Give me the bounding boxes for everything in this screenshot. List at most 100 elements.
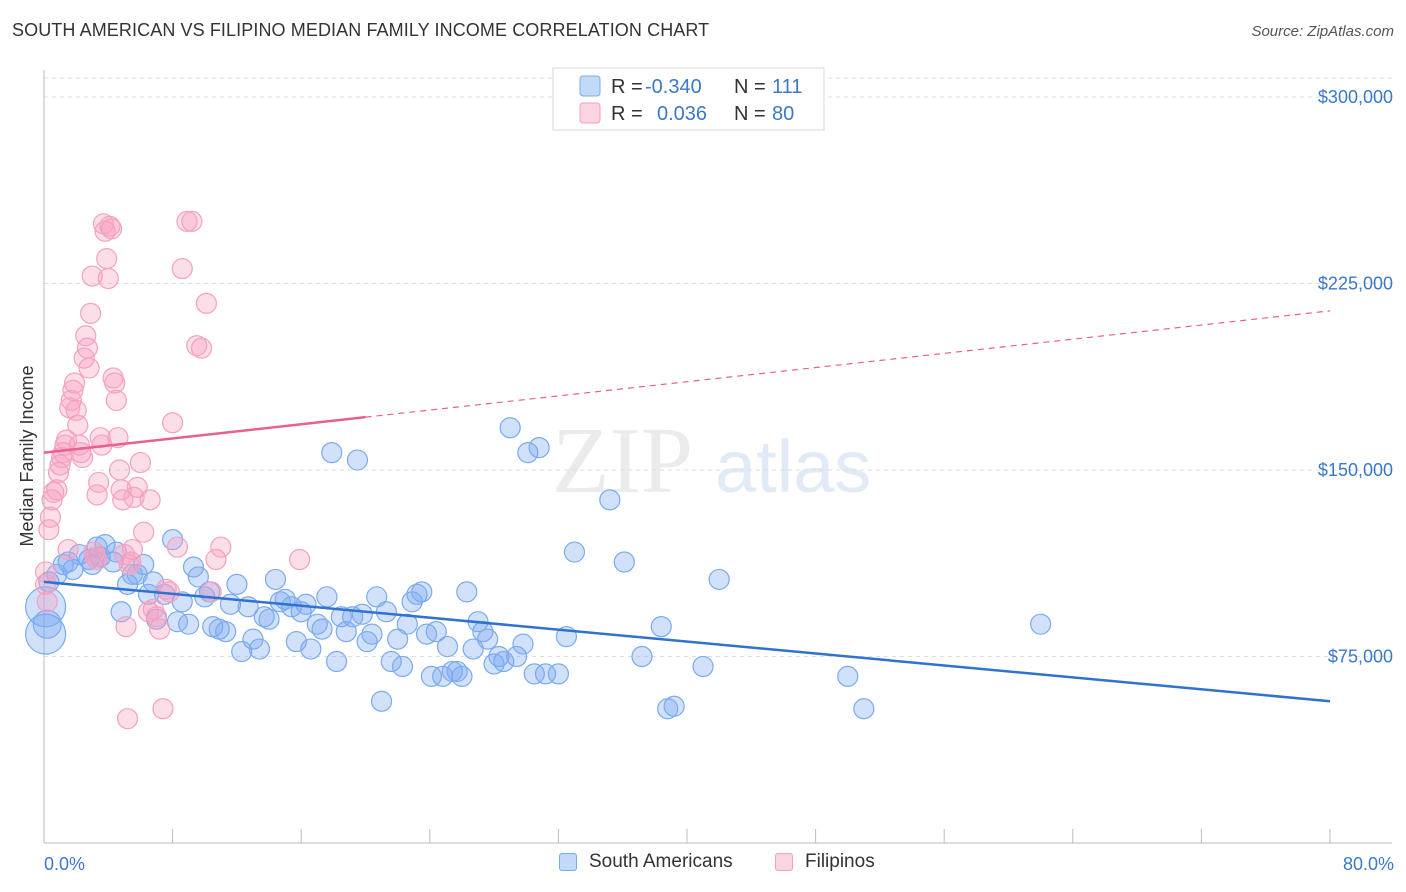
filipino-point — [76, 337, 99, 359]
legend-label-south-americans: South Americans — [589, 851, 733, 872]
south-american-point — [853, 698, 875, 720]
filipino-point — [96, 248, 118, 270]
filipino-point — [181, 210, 203, 232]
south-american-point — [391, 655, 414, 678]
filipino-point — [115, 616, 137, 638]
south-american-point — [563, 541, 586, 563]
legend-swatch-blue — [559, 853, 577, 871]
south-american-point — [425, 621, 447, 643]
filipino-point — [43, 481, 65, 503]
south-american-point — [708, 568, 730, 591]
filipino-trend-line — [43, 415, 366, 454]
filipino-point — [88, 471, 110, 494]
filipino-point — [116, 708, 139, 730]
south-american-point — [547, 663, 570, 685]
x-ticks — [43, 829, 1331, 843]
filipino-point — [195, 292, 217, 314]
filipino-point — [81, 265, 103, 287]
stats-legend: R = -0.340 N = 111 R = 0.036 N = 80 — [552, 67, 825, 131]
filipino-trend-line-dashed — [365, 310, 1331, 418]
south-american-point — [387, 628, 409, 650]
south-american-point — [25, 613, 67, 655]
south-american-point — [477, 628, 499, 650]
south-american-point — [370, 690, 393, 712]
south-american-point — [451, 665, 473, 687]
filipino-point — [80, 302, 102, 324]
south-american-point — [321, 441, 343, 464]
south-american-point — [346, 449, 369, 471]
south-american-point — [248, 638, 271, 660]
legend-r-label-1: R = — [611, 76, 643, 98]
south-american-point — [182, 556, 205, 578]
south-american-point — [361, 623, 383, 645]
filipino-point — [35, 573, 57, 595]
filipino-point — [41, 489, 63, 511]
legend-n-value-1: 111 — [772, 76, 802, 98]
south-american-point — [295, 593, 317, 615]
filipino-point — [97, 267, 119, 290]
south-american-point — [499, 417, 521, 439]
south-american-point — [441, 660, 463, 683]
south-american-point — [325, 650, 348, 673]
series-legend: South Americans Filipinos — [0, 851, 1406, 879]
south-american-point — [105, 541, 127, 563]
filipino-point — [210, 536, 232, 558]
south-american-point — [396, 613, 418, 635]
watermark-atlas: atlas — [715, 425, 871, 508]
south-american-point — [506, 645, 528, 668]
legend-r-value-2: 0.036 — [657, 103, 707, 125]
filipino-point — [162, 412, 184, 434]
south-american-point — [411, 581, 433, 603]
y-tick-label: $225,000 — [1318, 274, 1393, 294]
filipino-point — [105, 389, 127, 411]
filipino-point — [67, 414, 89, 436]
south-american-point — [258, 608, 280, 630]
south-american-point — [650, 616, 672, 638]
south-american-point — [380, 650, 402, 673]
stats-legend-box — [552, 67, 825, 131]
y-tick-labels: $75,000 $150,000 $225,000 $300,000 — [1318, 87, 1393, 667]
y-axis-title: Median Family Income — [17, 365, 37, 546]
filipino-point — [171, 257, 193, 280]
filipino-point — [108, 459, 131, 481]
south-american-point — [456, 581, 478, 603]
x-tick-label-max: 80.0% — [1343, 854, 1394, 874]
south-american-point — [436, 635, 459, 658]
south-american-point — [613, 551, 635, 573]
y-tick-label: $150,000 — [1318, 460, 1393, 480]
south-american-point — [375, 601, 397, 623]
legend-item-south-americans[interactable]: South Americans — [559, 851, 733, 873]
south-american-point — [264, 568, 287, 591]
legend-item-filipinos[interactable]: Filipinos — [775, 851, 875, 873]
filipino-point — [63, 372, 86, 394]
trend-lines — [43, 310, 1331, 703]
filipino-point — [89, 427, 111, 449]
legend-label-filipinos: Filipinos — [805, 851, 875, 872]
legend-n-label-2: N = — [734, 103, 766, 125]
legend-r-label-2: R = — [611, 103, 643, 125]
legend-n-label-1: N = — [734, 76, 766, 98]
south-american-point — [178, 613, 200, 635]
filipino-point — [126, 476, 148, 499]
south-american-point — [311, 618, 333, 640]
south-american-point — [215, 621, 237, 643]
legend-swatch-pink — [775, 853, 793, 871]
y-tick-label: $75,000 — [1328, 647, 1393, 667]
south-american-point — [1030, 613, 1052, 635]
filipino-point — [104, 372, 126, 394]
south-american-point — [599, 489, 621, 511]
source-credit: Source: ZipAtlas.com — [1251, 23, 1394, 40]
filipino-point — [78, 357, 100, 379]
filipino-point — [176, 210, 198, 232]
x-tick-label-min: 0.0% — [44, 854, 85, 874]
south-american-point — [534, 663, 557, 685]
legend-swatch-south-americans — [579, 75, 601, 97]
filipino-point — [49, 454, 71, 476]
south-american-trend-line — [43, 580, 1331, 703]
filipino-point — [57, 538, 79, 561]
chart-title: SOUTH AMERICAN VS FILIPINO MEDIAN FAMILY… — [12, 20, 710, 40]
south-american-point — [133, 553, 155, 576]
legend-r-value-1: -0.340 — [645, 76, 702, 98]
data-points — [25, 210, 1052, 730]
y-tick-label: $300,000 — [1318, 87, 1393, 107]
